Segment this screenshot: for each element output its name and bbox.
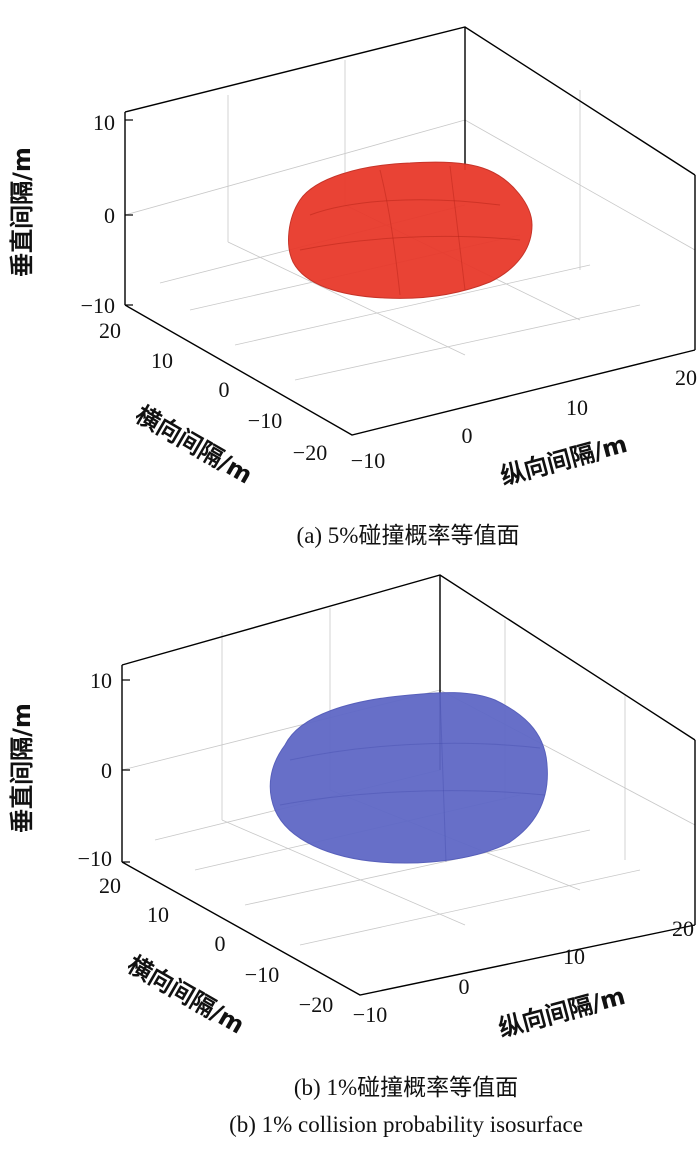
panel-a-isosurface: [288, 161, 533, 299]
panel-a-box: [124, 26, 696, 436]
panel-a: 10 0 −10 20 10 0 −10 −20 −10 0 10 20 垂直间…: [8, 26, 697, 548]
panel-b-ytick: −20: [299, 992, 333, 1017]
panel-a-caption: (a) 5%碰撞概率等值面: [297, 523, 520, 548]
panel-a-ztick: 10: [93, 110, 115, 135]
panel-b-ztick: 0: [101, 758, 112, 783]
panel-b-ytick: 0: [215, 931, 226, 956]
panel-a-xtick: −10: [351, 448, 385, 473]
panel-b-ytick: −10: [245, 962, 279, 987]
panel-b-ztick: 10: [90, 668, 112, 693]
panel-b-x-ticks: −10 0 10 20: [353, 916, 694, 1027]
isosurface-1pct: [269, 692, 548, 864]
panel-a-xtick: 20: [675, 365, 697, 390]
isosurface-1pct-texture-3: [439, 692, 447, 863]
panel-b: 10 0 −10 20 10 0 −10 −20 −10 0 10 20 垂直间…: [8, 574, 696, 1137]
isosurface-5pct-texture-2: [299, 235, 521, 251]
panel-a-xtick: 10: [566, 395, 588, 420]
panel-b-ytick: 10: [147, 902, 169, 927]
isosurface-5pct-texture-3: [379, 169, 401, 296]
panel-a-z-ticks: 10 0 −10: [81, 110, 133, 318]
panel-b-xtick: −10: [353, 1002, 387, 1027]
panel-a-xlabel: 纵向间隔/m: [498, 430, 631, 491]
panel-b-caption: (b) 1%碰撞概率等值面: [294, 1075, 518, 1100]
panel-b-zlabel: 垂直间隔/m: [8, 703, 36, 833]
panel-b-ylabel: 横向间隔/m: [123, 951, 249, 1040]
panel-a-xtick: 0: [462, 423, 473, 448]
panel-b-xtick: 20: [672, 916, 694, 941]
panel-b-xtick: 0: [459, 974, 470, 999]
panel-b-ytick: 20: [99, 873, 121, 898]
panel-b-xlabel: 纵向间隔/m: [496, 982, 629, 1043]
panel-a-ylabel: 横向间隔/m: [131, 401, 257, 490]
isosurface-1pct-texture-2: [279, 790, 546, 806]
panel-a-ytick: 0: [219, 377, 230, 402]
panel-b-z-ticks: 10 0 −10: [78, 668, 130, 871]
panel-a-ztick: −10: [81, 293, 115, 318]
panel-b-caption-en: (b) 1% collision probability isosurface: [229, 1112, 583, 1137]
panel-a-ytick: −20: [293, 440, 327, 465]
panel-a-zlabel: 垂直间隔/m: [8, 147, 36, 277]
panel-b-xtick: 10: [563, 944, 585, 969]
panel-b-ztick: −10: [78, 846, 112, 871]
isosurface-5pct: [288, 161, 533, 299]
isosurface-5pct-texture-1: [309, 199, 501, 216]
panel-a-ytick: −10: [248, 408, 282, 433]
isosurface-5pct-texture-4: [449, 165, 466, 291]
panel-a-ztick: 0: [104, 203, 115, 228]
panel-a-y-ticks: 20 10 0 −10 −20: [99, 318, 327, 465]
panel-a-ytick: 20: [99, 318, 121, 343]
panel-a-x-ticks: −10 0 10 20: [351, 365, 697, 473]
panel-b-y-ticks: 20 10 0 −10 −20: [99, 873, 333, 1017]
panel-b-isosurface: [269, 692, 548, 864]
panel-a-ytick: 10: [151, 348, 173, 373]
isosurface-1pct-texture-1: [289, 742, 541, 761]
